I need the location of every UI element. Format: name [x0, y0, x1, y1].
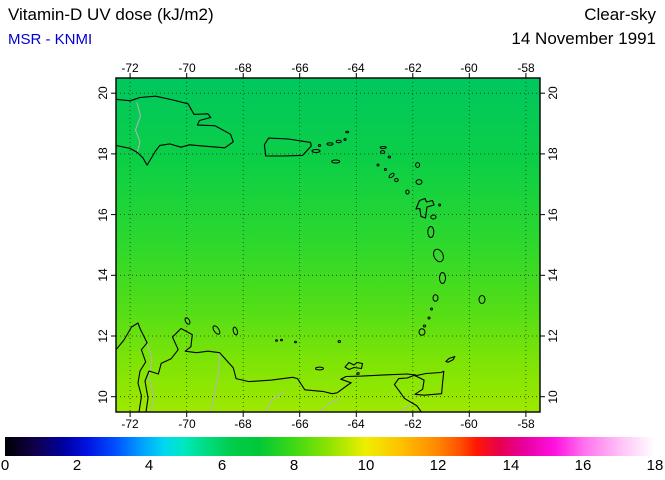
lon-tick-label-top: -64	[347, 61, 365, 75]
lat-tick-label-right: 14	[546, 268, 560, 282]
colorbar-tick-label: 8	[289, 457, 299, 474]
lon-tick-label-bottom: -60	[460, 417, 478, 431]
colorbar-tick-label: 10	[357, 457, 375, 474]
lon-tick-label-top: -62	[404, 61, 422, 75]
lon-tick-label-top: -60	[460, 61, 478, 75]
lat-tick-label-right: 20	[546, 86, 560, 100]
colorbar-tick-label: 6	[217, 457, 227, 474]
plot-frame	[115, 77, 541, 413]
guadeloupe-outline	[415, 197, 435, 219]
lon-tick-label-bottom: -62	[404, 417, 422, 431]
colorbar-tick-label: 4	[144, 457, 154, 474]
lon-tick-label-top: -68	[234, 61, 252, 75]
lat-tick-label-right: 12	[546, 329, 560, 343]
colorbar-tick-label: 16	[574, 457, 592, 474]
lon-tick-label-top: -58	[517, 61, 535, 75]
coastlines	[115, 95, 456, 413]
figure-date: 14 November 1991	[511, 29, 656, 48]
lon-tick-label-bottom: -64	[347, 417, 365, 431]
sky-condition-label: Clear-sky	[584, 5, 656, 24]
lat-tick-label-right: 10	[546, 390, 560, 404]
figure-title: Vitamin-D UV dose (kJ/m2)	[8, 5, 214, 24]
uv-dose-field	[116, 78, 540, 412]
map-plot	[111, 73, 545, 417]
guajira-maracaibo-coast	[115, 322, 148, 413]
lon-tick-label-top: -70	[178, 61, 196, 75]
figure-source-label: MSR - KNMI	[8, 31, 93, 48]
margarita-outline	[344, 361, 364, 371]
lon-tick-label-bottom: -70	[178, 417, 196, 431]
lon-tick-label-bottom: -68	[234, 417, 252, 431]
lon-tick-label-top: -72	[121, 61, 139, 75]
lon-tick-label-top: -66	[291, 61, 309, 75]
gridlines	[116, 78, 540, 412]
colorbar-tick-label: 14	[502, 457, 520, 474]
lon-tick-label-bottom: -58	[517, 417, 535, 431]
hispaniola-outline	[115, 95, 234, 166]
colorbar-tick-label: 18	[646, 457, 664, 474]
puerto-rico-outline	[263, 137, 312, 157]
colorbar-tick-label: 12	[429, 457, 447, 474]
colorbar-gradient	[5, 437, 655, 456]
trinidad-outline	[414, 370, 445, 396]
country-borders	[134, 102, 413, 413]
tobago-outline	[445, 355, 456, 363]
lat-tick-label-right: 16	[546, 208, 560, 222]
colorbar-tick-label: 2	[72, 457, 82, 474]
lon-tick-label-bottom: -66	[291, 417, 309, 431]
colorbar-tick-label: 0	[0, 457, 10, 474]
venezuela-coast	[144, 327, 422, 413]
axis-ticks	[111, 73, 545, 417]
lon-tick-label-bottom: -72	[121, 417, 139, 431]
lat-tick-label-right: 18	[546, 147, 560, 161]
island-outlines	[184, 130, 486, 375]
